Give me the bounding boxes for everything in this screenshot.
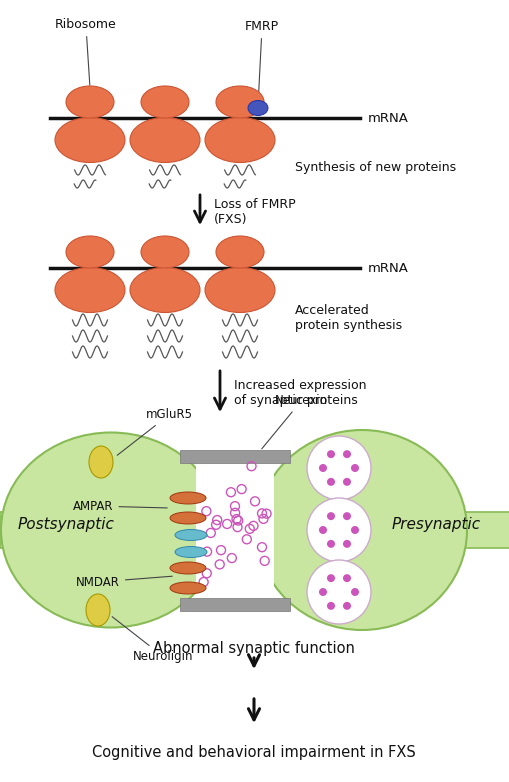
Text: Ribosome: Ribosome: [55, 18, 117, 85]
Circle shape: [327, 602, 335, 610]
Ellipse shape: [216, 236, 264, 268]
Ellipse shape: [141, 86, 189, 118]
Ellipse shape: [175, 529, 207, 540]
Ellipse shape: [55, 117, 125, 163]
Text: Synthesis of new proteins: Synthesis of new proteins: [295, 162, 456, 174]
Circle shape: [307, 560, 371, 624]
Ellipse shape: [257, 430, 467, 630]
FancyBboxPatch shape: [0, 512, 130, 548]
Circle shape: [343, 602, 351, 610]
Text: mRNA: mRNA: [368, 112, 409, 124]
Ellipse shape: [141, 236, 189, 268]
Ellipse shape: [55, 267, 125, 313]
Circle shape: [307, 498, 371, 562]
Ellipse shape: [170, 512, 206, 524]
Ellipse shape: [130, 117, 200, 163]
Ellipse shape: [170, 562, 206, 574]
Text: Accelerated
protein synthesis: Accelerated protein synthesis: [295, 304, 402, 332]
Text: FMRP: FMRP: [245, 20, 279, 103]
Text: AMPAR: AMPAR: [73, 500, 167, 512]
Ellipse shape: [216, 86, 264, 118]
Circle shape: [351, 464, 359, 472]
Text: Neuroligin: Neuroligin: [112, 617, 193, 663]
Circle shape: [319, 464, 327, 472]
Ellipse shape: [66, 86, 114, 118]
Text: Neurexin: Neurexin: [262, 394, 328, 449]
Bar: [180, 450, 290, 463]
FancyBboxPatch shape: [370, 512, 509, 548]
Text: Abnormal synaptic function: Abnormal synaptic function: [153, 640, 355, 655]
Circle shape: [319, 588, 327, 596]
Text: Postsynaptic: Postsynaptic: [18, 518, 115, 533]
Ellipse shape: [86, 594, 110, 626]
Ellipse shape: [248, 101, 268, 116]
Ellipse shape: [205, 117, 275, 163]
Circle shape: [343, 450, 351, 458]
Text: Increased expression
of synaptic proteins: Increased expression of synaptic protein…: [234, 379, 366, 407]
Circle shape: [327, 450, 335, 458]
Ellipse shape: [66, 236, 114, 268]
Text: Cognitive and behavioral impairment in FXS: Cognitive and behavioral impairment in F…: [92, 744, 416, 759]
Ellipse shape: [1, 432, 221, 627]
Text: Loss of FMRP
(FXS): Loss of FMRP (FXS): [214, 198, 296, 226]
Ellipse shape: [89, 446, 113, 478]
Text: Presynaptic: Presynaptic: [392, 518, 481, 533]
Circle shape: [327, 574, 335, 582]
Circle shape: [343, 540, 351, 548]
Circle shape: [327, 512, 335, 520]
Circle shape: [319, 526, 327, 534]
Circle shape: [327, 540, 335, 548]
Circle shape: [327, 478, 335, 486]
Text: NMDAR: NMDAR: [76, 576, 172, 589]
Ellipse shape: [170, 582, 206, 594]
Circle shape: [343, 574, 351, 582]
Ellipse shape: [205, 267, 275, 313]
Circle shape: [351, 526, 359, 534]
Ellipse shape: [170, 492, 206, 504]
Circle shape: [351, 588, 359, 596]
Text: mGluR5: mGluR5: [117, 408, 193, 455]
Circle shape: [343, 512, 351, 520]
Circle shape: [307, 436, 371, 500]
Text: mRNA: mRNA: [368, 261, 409, 274]
Ellipse shape: [175, 547, 207, 558]
Bar: [180, 598, 290, 611]
Circle shape: [343, 478, 351, 486]
Bar: [196, 456, 274, 604]
Ellipse shape: [130, 267, 200, 313]
